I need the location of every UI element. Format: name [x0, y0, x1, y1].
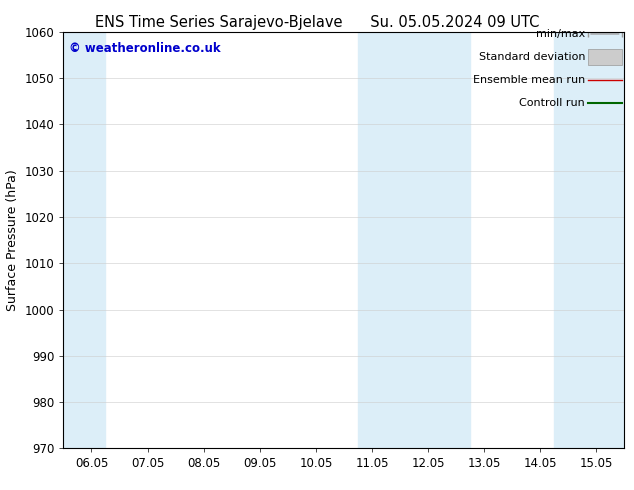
Bar: [358, 32, 470, 448]
Text: © weatheronline.co.uk: © weatheronline.co.uk: [69, 42, 221, 55]
FancyBboxPatch shape: [588, 49, 622, 65]
Y-axis label: Surface Pressure (hPa): Surface Pressure (hPa): [6, 169, 19, 311]
Text: Ensemble mean run: Ensemble mean run: [473, 75, 585, 85]
Bar: [63, 32, 105, 448]
Text: min/max: min/max: [536, 29, 585, 39]
Text: Standard deviation: Standard deviation: [479, 52, 585, 62]
Bar: [554, 32, 624, 448]
Text: ENS Time Series Sarajevo-Bjelave      Su. 05.05.2024 09 UTC: ENS Time Series Sarajevo-Bjelave Su. 05.…: [95, 15, 539, 30]
Text: Controll run: Controll run: [519, 98, 585, 108]
